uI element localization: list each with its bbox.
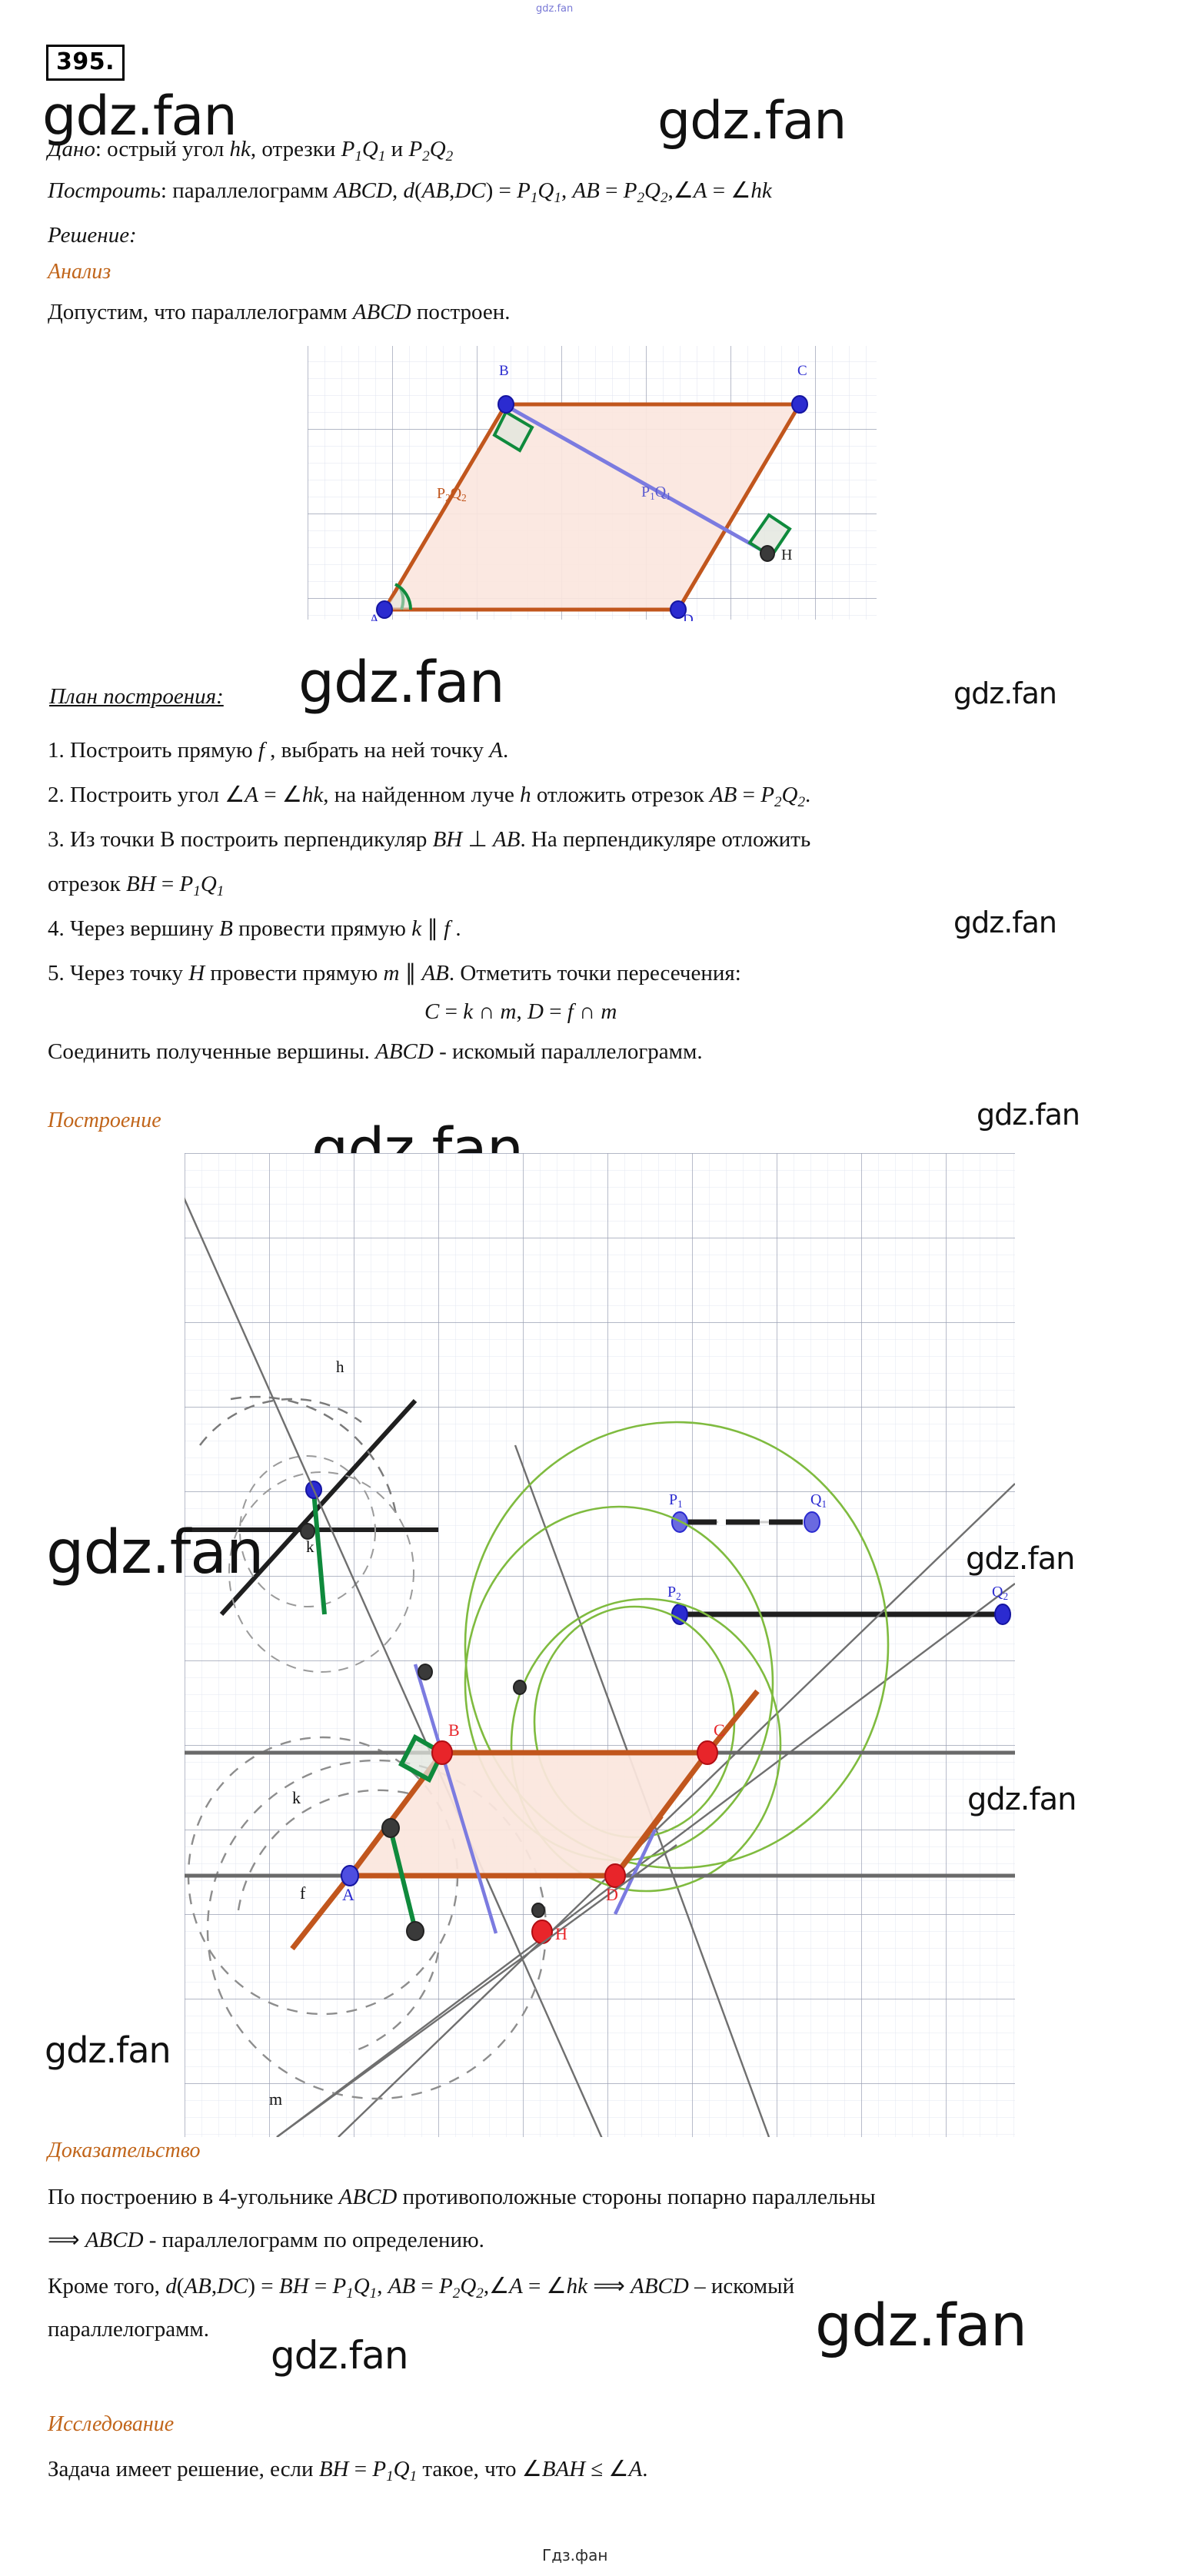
plan-step-2: 2. Построить угол ∠A = ∠hk, на найденном… xyxy=(48,783,811,811)
watermark-brand-8: gdz.fan xyxy=(46,1518,264,1587)
heading-analysis: Анализ xyxy=(48,260,111,284)
point-P2 xyxy=(671,1604,688,1625)
figure-construction-label-f: f xyxy=(300,1883,306,1903)
circle-green-4 xyxy=(510,1597,782,1893)
figure-construction-label-B: B xyxy=(448,1720,460,1740)
side-AB xyxy=(382,403,508,611)
figure-construction-label-C: C xyxy=(714,1720,725,1740)
figure-analysis-label-H: H xyxy=(781,547,793,563)
line-join: Соединить полученные вершины. ABCD - иск… xyxy=(48,1039,703,1064)
plan-step-3b: отрезок BH = P1Q1 xyxy=(48,872,225,900)
figure-construction-label-P1: P1 xyxy=(669,1491,683,1511)
figure-analysis: B C A D H P2Q2 P1Q1 xyxy=(308,344,877,621)
figure-analysis-label-A: A xyxy=(369,612,380,621)
task-number: 395. xyxy=(46,45,125,81)
watermark-footer: Гдз.фан xyxy=(542,2546,608,2564)
heading-plan: План построения: xyxy=(49,684,224,709)
point-B-main xyxy=(431,1740,453,1765)
watermark-brand-11: gdz.fan xyxy=(45,2029,171,2071)
figure-analysis-label-C: C xyxy=(797,363,807,379)
point-Q2 xyxy=(994,1604,1011,1625)
right-angle-at-B xyxy=(492,410,534,453)
chord-angle-main xyxy=(388,1829,418,1930)
figure-construction-label-D: D xyxy=(606,1885,618,1904)
figure-analysis-label-P2Q2: P2Q2 xyxy=(437,485,467,504)
plan-step-3a: 3. Из точки B построить перпендикуляр BH… xyxy=(48,827,811,852)
figure-construction-label-k: k xyxy=(292,1788,301,1807)
proof-line-2: ⟹ ABCD - параллелограмм по определению. xyxy=(48,2228,484,2252)
figure-construction-label-H: H xyxy=(555,1924,567,1943)
proof-line-1: По построению в 4-угольнике ABCD противо… xyxy=(48,2185,876,2209)
helper-line-2 xyxy=(276,1583,1015,2137)
proof-line-4: параллелограмм. xyxy=(48,2317,210,2342)
figure-construction-label-A: A xyxy=(342,1885,354,1904)
heading-research: Исследование xyxy=(48,2412,175,2436)
helper-line-1 xyxy=(185,1197,603,2137)
line-solution: Решение: xyxy=(48,223,137,248)
vertex-D xyxy=(670,600,687,619)
vertex-C xyxy=(791,395,808,414)
build-rest: : параллелограмм ABCD, d(AB,DC) = P1Q1, … xyxy=(160,178,772,207)
watermark-brand-6: gdz.fan xyxy=(977,1098,1080,1132)
watermark-brand-9: gdz.fan xyxy=(966,1541,1075,1577)
figure-construction-label-h: h xyxy=(336,1358,344,1376)
watermark-brand-4: gdz.fan xyxy=(953,676,1057,710)
build-label: Построить xyxy=(48,178,161,203)
vertex-H xyxy=(760,545,775,562)
figure-construction-label-m: m xyxy=(269,2089,283,2109)
segment-violet-aux xyxy=(613,1829,657,1915)
side-CD xyxy=(676,403,802,611)
figure-construction-label-k-small: k xyxy=(306,1537,314,1556)
figure-construction-label-Q2: Q2 xyxy=(992,1584,1009,1603)
figure-analysis-label-D: D xyxy=(683,612,694,621)
segment-BH xyxy=(507,405,767,554)
line-given: Дано: острый угол hk, отрезки P1Q1 и P2Q… xyxy=(48,137,453,165)
watermark-brand-5: gdz.fan xyxy=(953,906,1057,939)
vertex-A xyxy=(376,600,393,619)
figure-construction-label-P2: P2 xyxy=(667,1584,681,1603)
construction-parallelogram-fill xyxy=(350,1753,707,1876)
watermark-brand-10: gdz.fan xyxy=(967,1782,1077,1817)
figure-construction-label-Q1: Q1 xyxy=(810,1491,827,1511)
vertex-B xyxy=(497,395,514,414)
chord-angle-small xyxy=(311,1491,327,1615)
watermark-brand-3: gdz.fan xyxy=(298,650,505,716)
research-line-1: Задача имеет решение, если BH = P1Q1 так… xyxy=(48,2457,648,2485)
plan-step-5-formula: C = k ∩ m, D = f ∩ m xyxy=(424,999,617,1024)
point-A-main xyxy=(341,1865,359,1886)
watermark-top-tiny: gdz.fan xyxy=(536,3,574,15)
heading-construction: Построение xyxy=(48,1109,161,1132)
helper-line-3 xyxy=(338,1483,1015,2137)
perpendicular-BH xyxy=(413,1664,498,1934)
proof-line-3: Кроме того, d(AB,DC) = BH = P1Q1, AB = P… xyxy=(48,2274,795,2302)
right-angle-B-main xyxy=(398,1733,445,1783)
watermark-brand: gdz.fan xyxy=(42,85,238,148)
line-assume: Допустим, что параллелограмм ABCD постро… xyxy=(48,300,511,324)
circle-green-2 xyxy=(464,1421,890,1870)
line-m xyxy=(276,1844,677,2137)
point-H-main xyxy=(531,1920,553,1944)
point-C-main xyxy=(697,1740,718,1765)
ray-h-small xyxy=(219,1398,418,1617)
given-label: Дано xyxy=(48,137,95,161)
plan-step-5: 5. Через точку H провести прямую m ∥ AB.… xyxy=(48,961,741,986)
plan-step-1: 1. Построить прямую f , выбрать на ней т… xyxy=(48,738,509,763)
plan-step-4: 4. Через вершину B провести прямую k ∥ f… xyxy=(48,916,461,941)
given-rest: : острый угол hk, отрезки P1Q1 и P2Q2 xyxy=(95,137,454,165)
parallelogram-fill xyxy=(384,404,800,610)
figure-analysis-label-P1Q1: P1Q1 xyxy=(641,484,671,503)
figure-analysis-label-B: B xyxy=(499,363,509,379)
figure-construction: h k P1 Q1 P2 Q2 B C D H A f k m xyxy=(185,1153,1015,2137)
point-Q1 xyxy=(804,1511,820,1533)
point-D-main xyxy=(604,1863,626,1888)
watermark-brand-2: gdz.fan xyxy=(657,91,847,151)
watermark-brand-13: gdz.fan xyxy=(815,2291,1027,2359)
heading-proof: Доказательство xyxy=(48,2139,201,2162)
line-build: Построить: параллелограмм ABCD, d(AB,DC)… xyxy=(48,178,772,207)
watermark-brand-12: gdz.fan xyxy=(271,2333,409,2378)
